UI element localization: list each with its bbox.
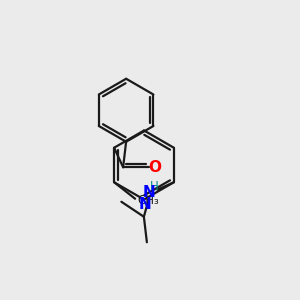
Text: H: H — [149, 180, 158, 193]
Text: O: O — [149, 160, 162, 175]
Text: N: N — [142, 185, 155, 200]
Text: CH₃: CH₃ — [137, 194, 159, 207]
Text: N: N — [138, 197, 151, 212]
